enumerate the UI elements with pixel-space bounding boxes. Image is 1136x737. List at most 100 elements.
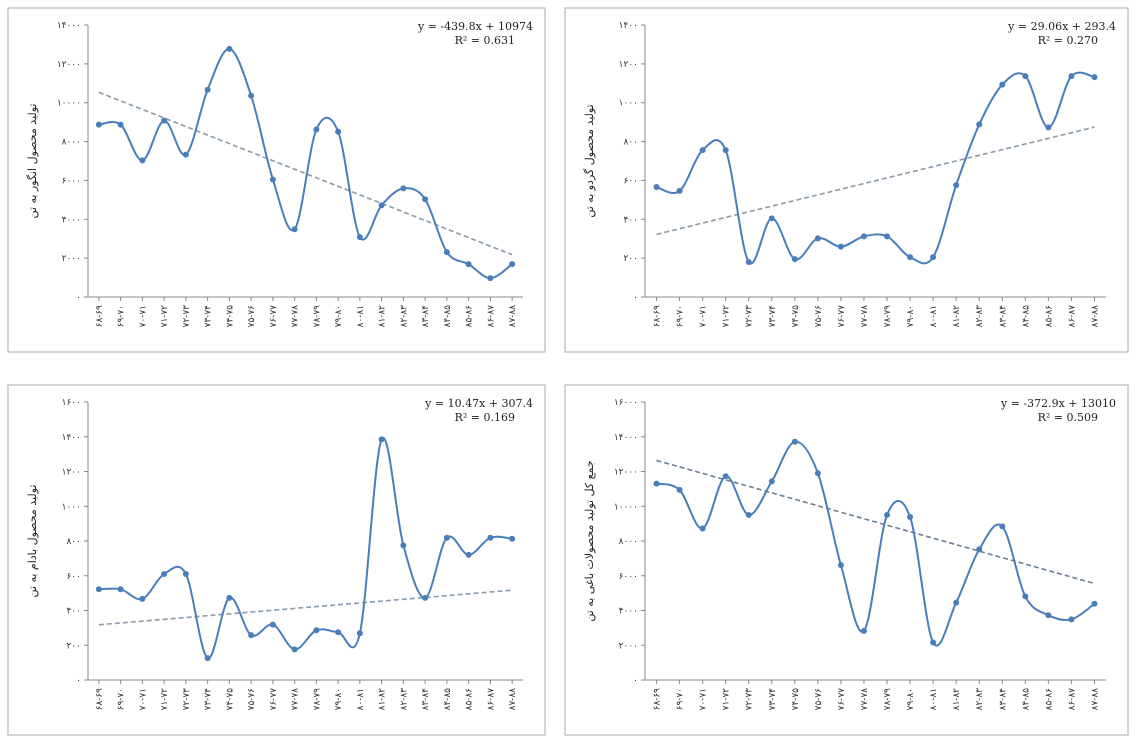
data-point <box>699 147 706 154</box>
data-point <box>269 176 276 183</box>
data-point <box>1022 73 1029 80</box>
x-tick-label: ۷۶-۷۷ <box>269 305 279 328</box>
x-tick-label: ۸۱-۸۲ <box>378 688 388 711</box>
trend-r2: R² = 0.509 <box>1038 411 1098 424</box>
data-point <box>1045 612 1052 619</box>
x-tick-label: ۸۶-۸۷ <box>486 688 496 711</box>
x-tick-label: ۸۴-۸۵ <box>443 305 453 328</box>
x-tick-label: ۸۶-۸۷ <box>486 305 496 328</box>
x-tick-label: ۷۴-۷۵ <box>225 305 235 328</box>
y-tick-label: ۱۴۰۰۰ <box>614 433 638 443</box>
data-point <box>313 126 320 133</box>
data-point <box>335 128 342 135</box>
data-point <box>768 478 775 485</box>
x-tick-label: ۷۰-۷۱ <box>138 688 148 710</box>
x-tick-label: ۷۹-۸۰ <box>334 688 344 710</box>
data-point <box>1022 593 1029 600</box>
data-point <box>745 511 752 518</box>
y-tick-label: ۴۰۰۰ <box>619 607 638 617</box>
x-tick-label: ۷۹-۸۰ <box>334 305 344 327</box>
x-tick-label: ۷۱-۷۲ <box>722 688 732 711</box>
trend-equation: y = -372.9x + 13010 <box>1000 397 1116 410</box>
x-tick-label: ۸۳-۸۴ <box>421 305 431 328</box>
trend-line <box>656 459 1095 585</box>
data-point <box>487 534 494 541</box>
trend-r2: R² = 0.631 <box>455 34 515 47</box>
data-point <box>976 121 983 128</box>
x-tick-label: ۶۸-۶۹ <box>95 305 105 328</box>
x-tick-label: ۸۱-۸۲ <box>952 305 962 328</box>
data-point <box>953 182 960 189</box>
x-tick-label: ۸۲-۸۳ <box>399 688 409 711</box>
data-point <box>1068 616 1075 623</box>
data-point <box>465 551 472 558</box>
x-tick-label: ۷۵-۷۶ <box>247 688 257 711</box>
x-tick-label: ۷۸-۷۹ <box>312 305 322 328</box>
y-tick-label: ۱۴۰۰ <box>619 21 638 31</box>
y-tick-label: ۴۰۰۰ <box>62 215 81 225</box>
data-point <box>378 436 385 443</box>
x-tick-label: ۷۰-۷۱ <box>138 305 148 327</box>
data-point <box>653 184 660 191</box>
data-point <box>356 234 363 241</box>
x-tick-label: ۸۷-۸۸ <box>508 305 518 328</box>
y-tick-label: ۱۴۰۰ <box>62 433 81 443</box>
y-tick-label: ۱۲۰۰۰ <box>57 60 81 70</box>
data-point <box>1045 124 1052 131</box>
y-tick-label: ۰ <box>76 293 81 303</box>
y-tick-label: ۶۰۰۰ <box>62 176 81 186</box>
data-point <box>117 121 124 128</box>
data-point <box>999 523 1006 530</box>
data-point <box>313 627 320 634</box>
data-point <box>676 187 683 194</box>
x-tick-label: ۷۲-۷۳ <box>182 305 192 328</box>
data-point <box>791 256 798 263</box>
y-tick-label: ۱۲۰۰۰ <box>614 468 638 478</box>
x-tick-label: ۷۳-۷۴ <box>204 305 214 328</box>
y-tick-label: ۱۲۰۰ <box>62 468 81 478</box>
data-point <box>95 121 102 128</box>
panel-border <box>564 7 1129 353</box>
x-tick-label: ۷۰-۷۱ <box>699 305 709 327</box>
data-point <box>291 226 298 233</box>
data-point <box>139 157 146 164</box>
data-point <box>791 438 798 445</box>
x-tick-label: ۶۸-۶۹ <box>653 305 663 328</box>
y-tick-label: ۶۰۰ <box>66 572 81 582</box>
y-tick-label: ۱۰۰۰ <box>619 99 638 109</box>
data-point <box>837 243 844 250</box>
x-tick-label: ۷۸-۷۹ <box>312 688 322 711</box>
data-point <box>653 480 660 487</box>
chart-panel: ۰ ۲۰۰۰ ۴۰۰۰ ۶۰۰۰ ۸۰۰۰ ۱۰۰۰۰ ۱۲۰۰۰ ۱۴۰۰۰ تولید مح… <box>7 7 546 353</box>
data-point <box>860 233 867 240</box>
data-point <box>907 514 914 521</box>
data-point <box>999 81 1006 88</box>
trend-equation: y = 29.06x + 293.4 <box>1007 20 1116 33</box>
x-tick-label: ۸۷-۸۸ <box>1090 688 1100 711</box>
y-tick-label: ۱۰۰۰۰ <box>57 99 81 109</box>
x-tick-label: ۸۵-۸۶ <box>1044 305 1054 328</box>
data-point <box>95 586 102 593</box>
data-point <box>422 594 429 601</box>
trend-equation: y = 10.47x + 307.4 <box>424 397 533 410</box>
chart-panel: ۰ ۲۰۰ ۴۰۰ ۶۰۰ ۸۰۰ ۱۰۰۰ ۱۲۰۰ ۱۴۰۰ ۱۶۰۰ تولید محصول… <box>7 384 546 736</box>
x-tick-label: ۸۲-۸۳ <box>975 688 985 711</box>
data-point <box>699 525 706 532</box>
y-tick-label: ۲۰۰ <box>623 254 638 264</box>
x-tick-label: ۸۰-۸۱ <box>929 305 939 327</box>
data-line <box>98 47 513 280</box>
data-point <box>907 254 914 261</box>
data-point <box>226 594 233 601</box>
x-tick-label: ۸۵-۸۶ <box>465 305 475 328</box>
x-tick-label: ۶۹-۷۰ <box>676 688 686 710</box>
x-tick-label: ۷۲-۷۳ <box>745 305 755 328</box>
data-point <box>356 630 363 637</box>
y-axis-title: تولید محصول گردو به تن <box>583 104 596 217</box>
x-tick-label: ۸۴-۸۵ <box>443 688 453 711</box>
data-point <box>204 86 211 93</box>
x-tick-label: ۷۹-۸۰ <box>906 305 916 327</box>
x-tick-label: ۷۹-۸۰ <box>906 688 916 710</box>
data-point <box>930 639 937 646</box>
panel-border <box>7 384 546 736</box>
data-point <box>487 275 494 282</box>
